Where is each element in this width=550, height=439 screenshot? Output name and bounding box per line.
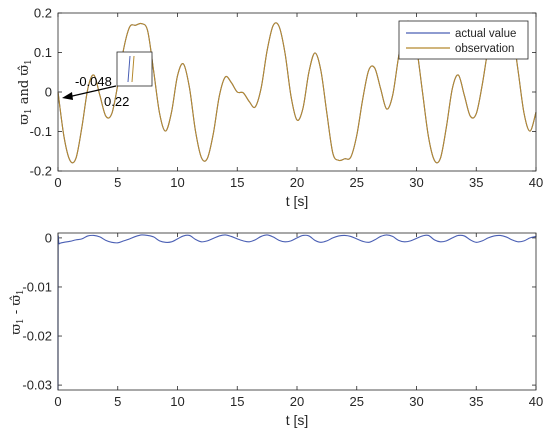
bottom-x-tick-label: 5 xyxy=(114,394,121,409)
bottom-x-tick-label: 35 xyxy=(469,394,483,409)
bottom-y-axis-label: ϖ1 - ϖ̂1 xyxy=(9,289,26,334)
legend-box xyxy=(398,20,529,60)
top-x-tick-label: 25 xyxy=(350,175,364,190)
bottom-plot-area xyxy=(58,233,536,390)
top-y-tick-label: -0.2 xyxy=(30,164,52,179)
bottom-series-line-error xyxy=(57,234,537,391)
top-x-tick-label: 10 xyxy=(170,175,184,190)
zoom-inset-observation-line xyxy=(131,55,135,83)
legend-observation-label: observation xyxy=(455,43,514,55)
top-y-tick-label: 0.1 xyxy=(34,45,52,60)
bottom-panel: 0 5 10 15 20 25 30 35 40 -0.03-0.02-0.010 t [s] … xyxy=(9,230,543,428)
annotation-arrow-head xyxy=(62,92,73,100)
legend: actual value observation xyxy=(398,20,529,60)
top-x-tick-label: 5 xyxy=(114,175,121,190)
top-x-tick-label: 35 xyxy=(469,175,483,190)
annotation-arrow-line xyxy=(67,85,117,98)
top-series-line-observation xyxy=(57,20,537,164)
top-y-tick-label: 0.2 xyxy=(34,6,52,21)
bottom-x-tick-label: 0 xyxy=(54,394,61,409)
bottom-plot-frame xyxy=(57,232,537,391)
bottom-y-tick-label: 0 xyxy=(45,230,52,245)
top-x-tick-label: 40 xyxy=(529,175,543,190)
top-y-tick-label: 0 xyxy=(45,85,52,100)
top-x-tick-label: 30 xyxy=(409,175,423,190)
bottom-x-tick-label: 40 xyxy=(529,394,543,409)
zoom-inset-box xyxy=(116,51,153,87)
bottom-x-tick-label: 10 xyxy=(170,394,184,409)
zoom-inset-actual-line xyxy=(127,55,131,83)
bottom-y-tick-label: -0.03 xyxy=(22,378,52,393)
legend-actual-label: actual value xyxy=(455,28,516,40)
annotation-text-2: 0.22 xyxy=(104,94,129,109)
top-panel: 0 5 10 15 20 25 30 35 40 -0.2-0.100.10.2 -0.048 … xyxy=(17,6,543,210)
annotation-text-1: -0.048 xyxy=(75,74,112,89)
bottom-x-tick-label: 15 xyxy=(230,394,244,409)
bottom-x-axis-label: t [s] xyxy=(286,412,309,428)
top-y-tick-label: -0.1 xyxy=(30,124,52,139)
top-x-tick-label: 15 xyxy=(230,175,244,190)
bottom-y-tick-label: -0.02 xyxy=(22,329,52,344)
top-x-tick-label: 20 xyxy=(290,175,304,190)
bottom-x-tick-label: 25 xyxy=(350,394,364,409)
bottom-y-tick-label: -0.01 xyxy=(22,279,52,294)
top-x-tick-label: 0 xyxy=(54,175,61,190)
top-y-axis-label: ϖ1 and ϖ̂1 xyxy=(17,59,34,124)
bottom-x-tick-label: 20 xyxy=(290,394,304,409)
top-x-axis-label: t [s] xyxy=(286,193,309,209)
bottom-x-tick-label: 30 xyxy=(409,394,423,409)
top-plot-frame xyxy=(57,12,537,172)
